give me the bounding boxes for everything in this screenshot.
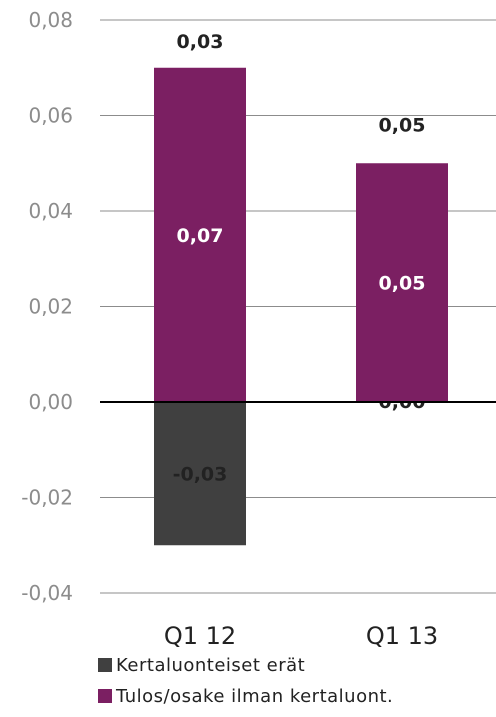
y-tick-label: 0,02 xyxy=(28,295,73,319)
total-label: 0,05 xyxy=(379,114,426,136)
legend-swatch-kertaluonteiset xyxy=(98,658,112,672)
y-tick-label: 0,04 xyxy=(28,199,73,223)
data-label: 0,07 xyxy=(177,225,224,247)
legend-item-kertaluonteiset: Kertaluonteiset erät xyxy=(98,651,393,679)
bar-kertaluonteiset-1 xyxy=(154,402,246,546)
bar-tulos-osake-2 xyxy=(356,163,448,402)
x-category-label: Q1 13 xyxy=(366,622,438,650)
stacked-bar-chart: 0,080,060,040,020,00-0,02-0,04-0,030,000… xyxy=(21,8,496,650)
y-tick-label: -0,04 xyxy=(21,581,73,605)
bar-tulos-osake-1 xyxy=(154,67,246,402)
data-label: -0,03 xyxy=(173,464,228,486)
legend-label-kertaluonteiset: Kertaluonteiset erät xyxy=(116,654,306,676)
data-label: 0,05 xyxy=(379,273,426,295)
x-category-label: Q1 12 xyxy=(164,622,236,650)
legend: Kertaluonteiset erät Tulos/osake ilman k… xyxy=(98,651,393,713)
legend-label-tulos-osake: Tulos/osake ilman kertaluont. xyxy=(116,685,394,707)
y-tick-label: 0,06 xyxy=(28,104,73,128)
total-label: 0,03 xyxy=(177,31,224,53)
legend-item-tulos-osake: Tulos/osake ilman kertaluont. xyxy=(98,682,393,710)
legend-swatch-tulos-osake xyxy=(98,689,112,703)
y-tick-label: -0,02 xyxy=(21,486,73,510)
y-tick-label: 0,00 xyxy=(28,390,73,414)
y-tick-label: 0,08 xyxy=(28,8,73,32)
